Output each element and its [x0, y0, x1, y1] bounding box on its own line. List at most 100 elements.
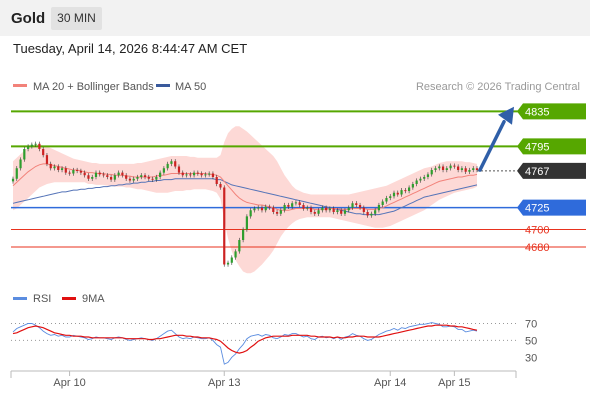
ma50-legend-label: MA 50	[175, 81, 206, 93]
candle-body	[279, 210, 282, 214]
candle-body	[419, 178, 422, 181]
current-tag-4767	[517, 162, 586, 179]
candle-body	[166, 163, 169, 169]
candle-body	[234, 251, 237, 258]
time-tick-label: Apr 13	[208, 377, 240, 389]
candle-body	[109, 177, 113, 180]
candle-body	[309, 207, 313, 212]
candle-body	[174, 161, 177, 167]
candle-body	[87, 175, 90, 179]
candle-body	[385, 198, 388, 202]
rsi-tick-label-30: 30	[525, 352, 537, 364]
candle-body	[57, 166, 60, 170]
candle-body	[275, 212, 279, 214]
resistance-label-4835: 4835	[525, 106, 549, 118]
resistance-tag-4835	[517, 103, 586, 120]
candle-body	[343, 210, 347, 214]
candle-body	[449, 165, 452, 169]
candle-body	[400, 190, 403, 195]
timeframe-button[interactable]: 30 MIN	[51, 7, 102, 30]
candle-body	[177, 166, 181, 173]
candle-body	[257, 207, 260, 209]
datetime-label: Tuesday, April 14, 2026 8:44:47 AM CET	[13, 41, 248, 56]
candle-body	[411, 184, 414, 188]
pivot-label-4725: 4725	[525, 203, 549, 215]
candle-body	[147, 177, 150, 179]
time-tick-label: Apr 15	[438, 377, 470, 389]
candle-body	[468, 170, 471, 172]
candle-body	[128, 178, 132, 181]
resistance-label-4795: 4795	[525, 141, 549, 153]
bollinger-band-fill	[13, 126, 477, 274]
9ma-line	[12, 324, 478, 354]
candle-body	[136, 177, 139, 179]
candle-body	[117, 172, 120, 176]
candle-body	[102, 174, 105, 176]
candle-body	[366, 212, 369, 216]
ma9-legend-swatch	[62, 297, 76, 300]
candle-body	[340, 210, 343, 214]
candle-body	[313, 212, 316, 214]
candle-body	[415, 180, 418, 184]
current-label-4767: 4767	[525, 166, 549, 178]
candle-body	[113, 175, 116, 180]
candle-body	[91, 177, 94, 179]
candle-body	[291, 203, 294, 207]
support-label-4680: 4680	[525, 242, 549, 254]
time-ticks: Apr 10 Apr 13 Apr 14 Apr 15	[53, 371, 471, 389]
candle-body	[336, 210, 339, 212]
candle-body	[45, 155, 49, 164]
candle-body	[238, 240, 241, 252]
candle-body	[140, 175, 143, 177]
ma20-legend-swatch	[13, 84, 27, 87]
candle-body	[404, 190, 407, 192]
candle-body	[355, 203, 358, 205]
candle-body	[98, 172, 101, 175]
candle-body	[189, 174, 192, 176]
candle-body	[434, 168, 437, 170]
candle-body	[374, 210, 377, 214]
candle-body	[294, 202, 298, 204]
candle-body	[441, 166, 445, 170]
candle-body	[170, 161, 173, 164]
candle-body	[200, 173, 203, 176]
candle-body	[155, 177, 158, 180]
candle-body	[76, 170, 79, 171]
projection-arrow-shaft	[478, 120, 506, 172]
rsi-plot-area: 70 50 30	[11, 318, 537, 365]
candle-body	[253, 208, 256, 211]
candle-body	[358, 205, 362, 208]
candle-body	[23, 149, 26, 160]
rsi-legend-swatch	[13, 297, 27, 300]
candle-body	[242, 229, 245, 240]
candle-body	[219, 184, 222, 188]
candle-body	[351, 203, 354, 208]
candle-body	[72, 170, 75, 174]
support-label-4700: 4700	[525, 225, 549, 237]
candle-body	[132, 178, 135, 181]
candle-body	[192, 172, 196, 176]
candle-body	[159, 172, 162, 177]
candle-body	[445, 168, 448, 170]
candle-body	[162, 168, 165, 173]
candle-body	[298, 202, 301, 205]
time-tick-label: Apr 14	[374, 377, 406, 389]
candle-body	[407, 187, 411, 191]
candle-body	[68, 172, 71, 174]
candle-body	[211, 173, 215, 177]
candle-body	[475, 168, 479, 170]
ma9-legend-label: 9MA	[82, 293, 105, 305]
candle-body	[38, 143, 41, 149]
rsi-legend-label: RSI	[33, 293, 51, 305]
ma20-line	[12, 163, 478, 211]
candle-body	[377, 205, 381, 211]
resistance-tag-4795	[517, 138, 586, 155]
candle-body	[321, 207, 324, 211]
candle-body	[260, 207, 264, 211]
candle-body	[268, 206, 271, 208]
candle-body	[328, 208, 331, 211]
candle-body	[426, 174, 430, 177]
candle-body	[19, 159, 22, 169]
candle-body	[64, 168, 67, 173]
candle-body	[185, 174, 188, 176]
